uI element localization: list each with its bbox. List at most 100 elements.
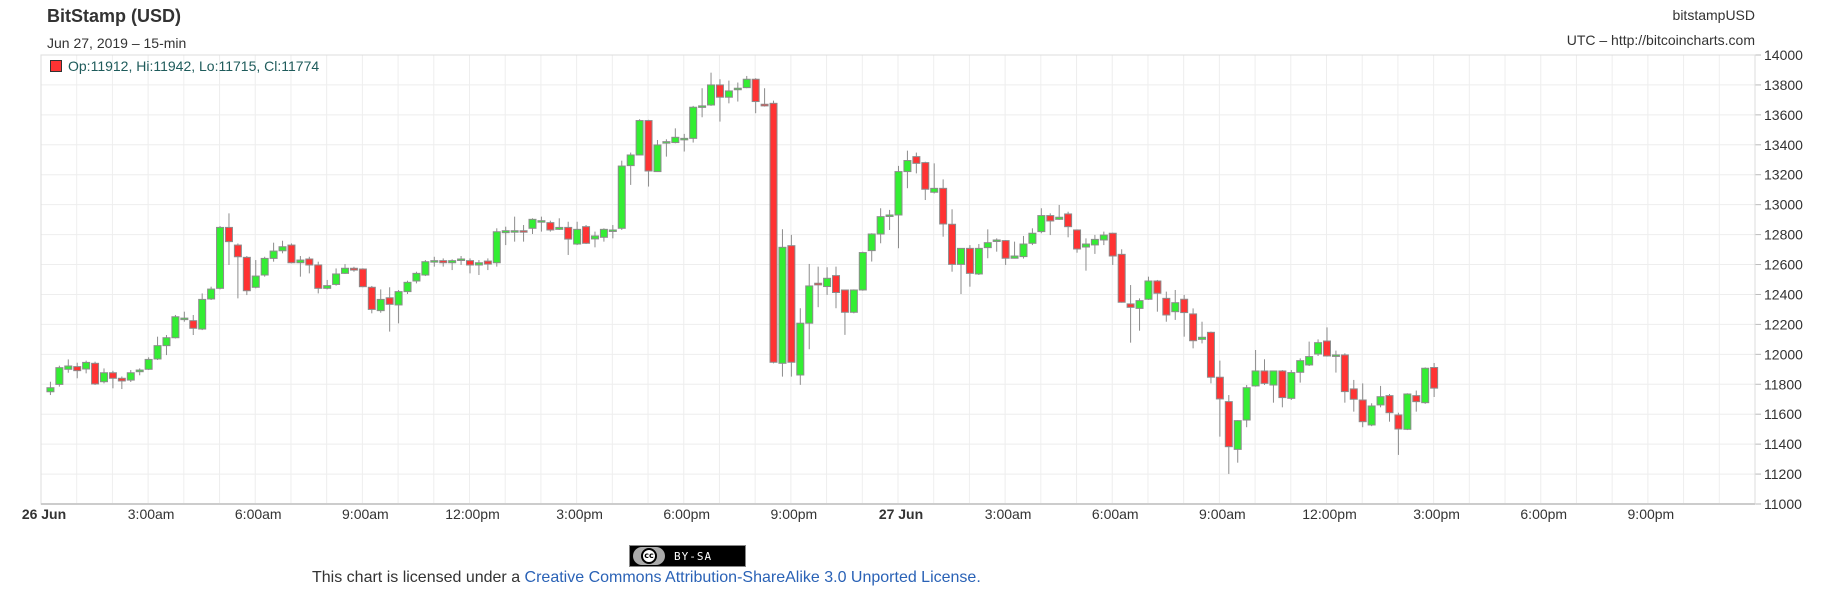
candle-body-down — [814, 282, 823, 286]
candle-body-up — [1251, 370, 1260, 387]
candle — [912, 152, 921, 174]
candle-body-up — [474, 262, 483, 266]
candle — [965, 245, 974, 287]
candle-body-up — [126, 372, 135, 381]
candle-body-up — [867, 233, 876, 252]
candle-body-up — [617, 165, 626, 229]
y-tick-label: 12400 — [1764, 286, 1803, 302]
candle-body-down — [760, 103, 769, 107]
candle — [1376, 385, 1385, 408]
candle-body-up — [885, 214, 894, 217]
candle — [287, 243, 296, 264]
candle-body-up — [849, 289, 858, 313]
candle — [715, 79, 724, 122]
candle-body-up — [412, 272, 421, 282]
candle-body-up — [1296, 360, 1305, 373]
candle — [171, 314, 180, 339]
candle — [724, 80, 733, 104]
candle-body-up — [662, 141, 671, 144]
candle — [760, 88, 769, 107]
candle — [1064, 211, 1073, 238]
candle-body-down — [233, 244, 242, 258]
candle — [983, 229, 992, 259]
candle-body-up — [796, 322, 805, 376]
candle — [358, 268, 367, 288]
candle — [1206, 331, 1215, 384]
candle-body-up — [99, 372, 108, 383]
candle — [483, 258, 492, 271]
candle-body-down — [715, 84, 724, 98]
x-tick-label: 6:00am — [235, 506, 282, 522]
candle-body-down — [439, 260, 448, 264]
candle — [662, 139, 671, 157]
candle — [626, 152, 635, 185]
candle — [1135, 298, 1144, 331]
candle — [117, 376, 126, 390]
candle — [1117, 249, 1126, 303]
candle — [805, 263, 814, 350]
candle — [1001, 239, 1010, 265]
candle — [448, 259, 457, 271]
candle — [599, 228, 608, 242]
license-link[interactable]: Creative Commons Attribution-ShareAlike … — [524, 569, 981, 586]
candle-body-up — [1010, 255, 1019, 259]
candle — [814, 266, 823, 308]
candle — [421, 260, 430, 277]
x-tick-label: 9:00am — [1199, 506, 1246, 522]
candle-body-up — [1099, 234, 1108, 241]
candle — [135, 368, 144, 376]
candle-body-up — [1367, 405, 1376, 426]
candle — [108, 370, 117, 389]
candle-body-down — [1064, 213, 1073, 228]
candle — [1331, 350, 1340, 373]
candle — [466, 258, 474, 274]
candle — [823, 267, 832, 295]
candle-body-down — [242, 256, 251, 292]
candle-body-down — [1358, 399, 1367, 423]
source-label: UTC – http://bitcoincharts.com — [1566, 32, 1755, 48]
cc-by-sa-badge[interactable]: cc BY-SA — [629, 545, 746, 567]
candle-body-down — [367, 286, 376, 310]
candle-body-down — [1180, 298, 1189, 314]
candle-body-up — [537, 220, 546, 223]
candle — [1349, 379, 1358, 412]
candle-body-up — [599, 228, 608, 238]
candle-body-down — [1126, 303, 1135, 308]
candle — [1305, 341, 1314, 367]
candle-body-down — [91, 362, 100, 385]
candle — [707, 72, 716, 106]
candle — [269, 242, 278, 262]
candle — [260, 256, 269, 277]
candle — [644, 119, 653, 187]
candle — [590, 231, 599, 248]
y-tick-label: 11000 — [1764, 496, 1802, 512]
candle-body-down — [305, 258, 314, 266]
candle-body-down — [751, 78, 760, 103]
candle-body-down — [224, 226, 233, 243]
candle-body-up — [778, 246, 787, 364]
candle-body-down — [314, 264, 323, 289]
candle-body-up — [430, 260, 439, 263]
candle — [1430, 363, 1439, 397]
candle-body-down — [644, 120, 653, 172]
candle-body-up — [403, 281, 412, 293]
candle — [332, 268, 341, 286]
candle — [207, 286, 216, 301]
candle-body-down — [483, 260, 492, 265]
candle-body-down — [1073, 229, 1082, 250]
candle-body-down — [1046, 215, 1055, 222]
x-tick-label: 9:00pm — [771, 506, 818, 522]
candle — [939, 179, 948, 237]
candle — [1340, 353, 1349, 403]
candle — [564, 221, 573, 255]
candle — [189, 314, 198, 336]
candle — [519, 225, 528, 242]
candle — [635, 119, 644, 156]
candle-body-down — [466, 260, 474, 266]
candle — [796, 308, 805, 385]
candle-body-down — [519, 230, 528, 233]
y-tick-label: 13600 — [1764, 107, 1803, 123]
candle-body-up — [457, 258, 466, 261]
candle-body-up — [903, 160, 912, 173]
